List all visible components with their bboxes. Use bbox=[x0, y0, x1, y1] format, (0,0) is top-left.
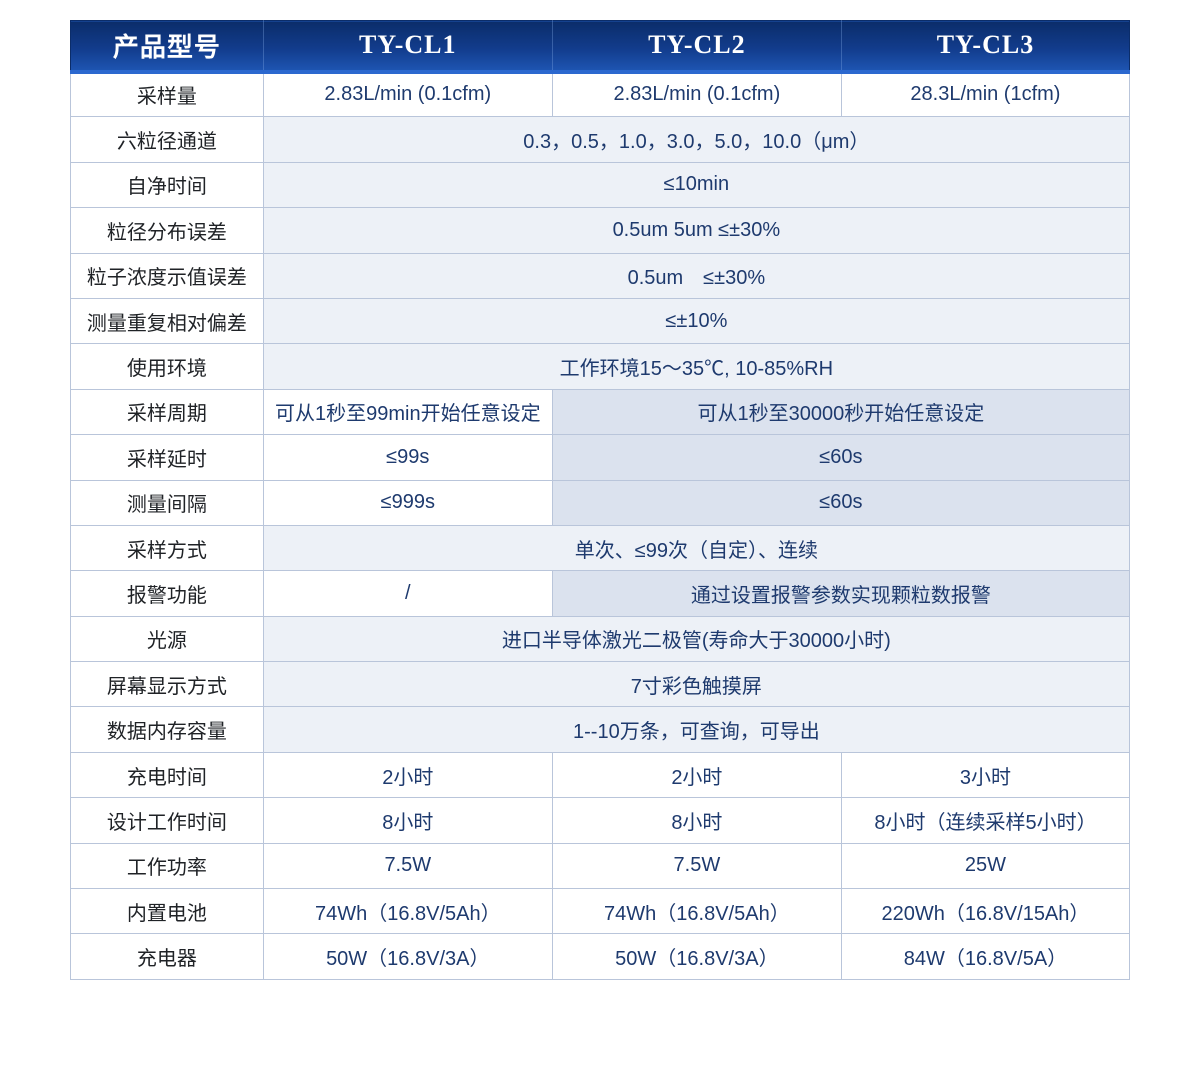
spec-value: 50W（16.8V/3A） bbox=[551, 933, 842, 980]
spec-value: 2.83L/min (0.1cfm) bbox=[262, 70, 553, 118]
spec-value: ≤10min bbox=[262, 161, 1131, 209]
spec-value: 8小时 bbox=[551, 797, 842, 844]
spec-value: 74Wh（16.8V/5Ah） bbox=[262, 888, 553, 935]
row-label: 充电器 bbox=[70, 933, 264, 980]
row-label: 采样延时 bbox=[70, 434, 264, 481]
spec-value: 2小时 bbox=[551, 751, 842, 799]
spec-value: 0.5um ≤±30% bbox=[262, 252, 1131, 299]
spec-value: ≤60s bbox=[551, 434, 1131, 481]
spec-value: ≤999s bbox=[262, 479, 553, 526]
table-row: 充电器 50W（16.8V/3A） 50W（16.8V/3A） 84W（16.8… bbox=[70, 933, 1131, 980]
row-label: 内置电池 bbox=[70, 888, 264, 935]
spec-value: 1--10万条，可查询，可导出 bbox=[262, 706, 1131, 753]
spec-value: 单次、≤99次（自定）、连续 bbox=[262, 524, 1131, 572]
table-row: 充电时间 2小时 2小时 3小时 bbox=[70, 751, 1131, 799]
table-row: 测量间隔 ≤999s ≤60s bbox=[70, 479, 1131, 526]
spec-value: 25W bbox=[840, 842, 1131, 890]
spec-value: 可从1秒至99min开始任意设定 bbox=[262, 388, 553, 436]
table-row: 屏幕显示方式 7寸彩色触摸屏 bbox=[70, 661, 1131, 708]
table-row: 使用环境 工作环境15～35℃, 10-85%RH bbox=[70, 343, 1131, 390]
spec-value: 进口半导体激光二极管(寿命大于30000小时) bbox=[262, 615, 1131, 663]
spec-value: 通过设置报警参数实现颗粒数报警 bbox=[551, 570, 1131, 617]
table-row: 自净时间 ≤10min bbox=[70, 161, 1131, 209]
table-row: 六粒径通道 0.3，0.5，1.0，3.0，5.0，10.0（μm） bbox=[70, 116, 1131, 163]
spec-value: 可从1秒至30000秒开始任意设定 bbox=[551, 388, 1131, 436]
spec-value: ≤±10% bbox=[262, 297, 1131, 345]
table-row: 采样延时 ≤99s ≤60s bbox=[70, 434, 1131, 481]
row-label: 测量重复相对偏差 bbox=[70, 297, 264, 345]
spec-value: 220Wh（16.8V/15Ah） bbox=[840, 888, 1131, 935]
table-row: 采样周期 可从1秒至99min开始任意设定 可从1秒至30000秒开始任意设定 bbox=[70, 388, 1131, 436]
product-spec-table: 产品型号 TY-CL1 TY-CL2 TY-CL3 采样量 2.83L/min … bbox=[70, 20, 1131, 980]
row-label: 粒子浓度示值误差 bbox=[70, 252, 264, 299]
spec-value: 28.3L/min (1cfm) bbox=[840, 70, 1131, 118]
table-row: 采样量 2.83L/min (0.1cfm) 2.83L/min (0.1cfm… bbox=[70, 70, 1131, 118]
table-row: 数据内存容量 1--10万条，可查询，可导出 bbox=[70, 706, 1131, 753]
spec-value: 0.5um 5um ≤±30% bbox=[262, 207, 1131, 254]
spec-value: 工作环境15～35℃, 10-85%RH bbox=[262, 343, 1131, 390]
spec-value: 74Wh（16.8V/5Ah） bbox=[551, 888, 842, 935]
table-header-row: 产品型号 TY-CL1 TY-CL2 TY-CL3 bbox=[70, 20, 1131, 74]
spec-value: 8小时 bbox=[262, 797, 553, 844]
table-row: 内置电池 74Wh（16.8V/5Ah） 74Wh（16.8V/5Ah） 220… bbox=[70, 888, 1131, 935]
spec-value: 84W（16.8V/5A） bbox=[840, 933, 1131, 980]
row-label: 工作功率 bbox=[70, 842, 264, 890]
row-label: 使用环境 bbox=[70, 343, 264, 390]
spec-value: / bbox=[262, 570, 553, 617]
table-row: 采样方式 单次、≤99次（自定）、连续 bbox=[70, 524, 1131, 572]
row-label: 粒径分布误差 bbox=[70, 207, 264, 254]
table-row: 报警功能 / 通过设置报警参数实现颗粒数报警 bbox=[70, 570, 1131, 617]
column-header-product-model: 产品型号 bbox=[70, 20, 264, 74]
row-label: 采样周期 bbox=[70, 388, 264, 436]
row-label: 测量间隔 bbox=[70, 479, 264, 526]
row-label: 光源 bbox=[70, 615, 264, 663]
row-label: 采样方式 bbox=[70, 524, 264, 572]
row-label: 充电时间 bbox=[70, 751, 264, 799]
table-row: 设计工作时间 8小时 8小时 8小时（连续采样5小时） bbox=[70, 797, 1131, 844]
table-row: 粒子浓度示值误差 0.5um ≤±30% bbox=[70, 252, 1131, 299]
spec-value: ≤99s bbox=[262, 434, 553, 481]
table-row: 光源 进口半导体激光二极管(寿命大于30000小时) bbox=[70, 615, 1131, 663]
row-label: 六粒径通道 bbox=[70, 116, 264, 163]
row-label: 数据内存容量 bbox=[70, 706, 264, 753]
row-label: 采样量 bbox=[70, 70, 264, 118]
spec-value: 3小时 bbox=[840, 751, 1131, 799]
column-header-ty-cl1: TY-CL1 bbox=[263, 20, 553, 74]
row-label: 屏幕显示方式 bbox=[70, 661, 264, 708]
row-label: 报警功能 bbox=[70, 570, 264, 617]
spec-value: 2.83L/min (0.1cfm) bbox=[551, 70, 842, 118]
spec-value: 8小时（连续采样5小时） bbox=[840, 797, 1131, 844]
spec-value: 7.5W bbox=[262, 842, 553, 890]
row-label: 设计工作时间 bbox=[70, 797, 264, 844]
spec-value: 2小时 bbox=[262, 751, 553, 799]
spec-value: 0.3，0.5，1.0，3.0，5.0，10.0（μm） bbox=[262, 116, 1131, 163]
table-row: 工作功率 7.5W 7.5W 25W bbox=[70, 842, 1131, 890]
spec-value: 7.5W bbox=[551, 842, 842, 890]
table-row: 测量重复相对偏差 ≤±10% bbox=[70, 297, 1131, 345]
spec-value: 50W（16.8V/3A） bbox=[262, 933, 553, 980]
spec-value: 7寸彩色触摸屏 bbox=[262, 661, 1131, 708]
table-row: 粒径分布误差 0.5um 5um ≤±30% bbox=[70, 207, 1131, 254]
column-header-ty-cl2: TY-CL2 bbox=[552, 20, 842, 74]
spec-value: ≤60s bbox=[551, 479, 1131, 526]
row-label: 自净时间 bbox=[70, 161, 264, 209]
column-header-ty-cl3: TY-CL3 bbox=[841, 20, 1131, 74]
